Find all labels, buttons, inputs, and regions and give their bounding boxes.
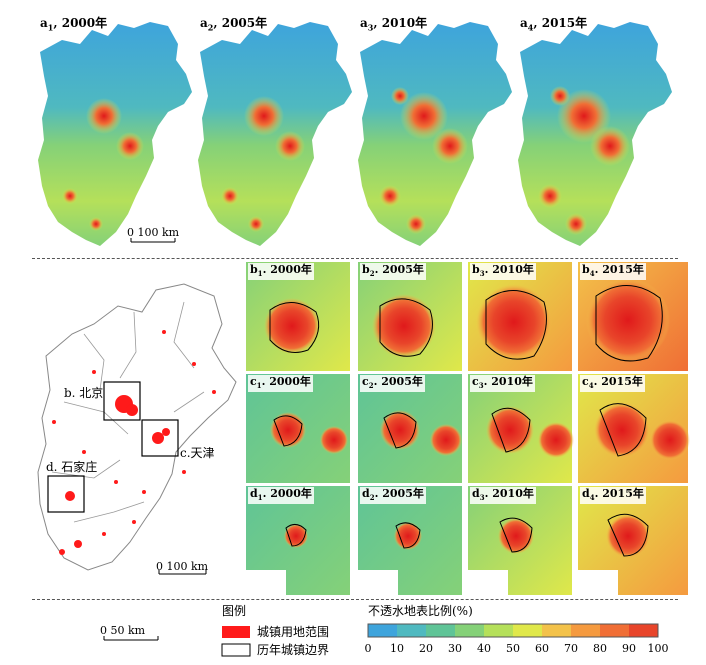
legend-scalebar-label: 0 50 km [100,624,146,637]
legend-title: 图例 [222,604,247,618]
colorbar-segment [571,624,601,637]
tile-label-c2: c2. 2005年 [360,375,425,393]
tile-c4 [578,374,690,483]
tile-label-d4: d4. 2015年 [580,487,646,505]
tile-label-c3: c3. 2010年 [470,375,535,393]
colorbar-segment [484,624,514,637]
map-a4 [518,22,672,246]
map-title-a4: a4, 2015年 [520,16,588,33]
tile-label-c4: c4. 2015年 [580,375,645,393]
tile-label-b3: b3. 2010年 [470,263,536,281]
map-title-a2: a2, 2005年 [200,16,268,33]
colorbar-segment [426,624,456,637]
legend-swatch-urban [222,626,250,638]
label-shijiazhuang: d. 石家庄 [46,460,98,474]
colorbar-segment [368,624,398,637]
extent-box-tianjin [141,419,179,457]
legend-swatch-boundary [221,643,251,657]
colorbar-tick-label: 0 [364,642,372,655]
map-a3 [358,22,512,246]
label-tianjin: c.天津 [180,446,215,460]
legend-urban-label: 城镇用地范围 [257,625,330,639]
scalebar-overview [158,570,207,575]
colorbar-tick-label: 60 [535,642,549,655]
colorbar-tick-label: 50 [506,642,520,655]
map-a2 [198,22,352,246]
colorbar-segment [600,624,630,637]
colorbar-tick-label: 40 [477,642,491,655]
colorbar-segment [629,624,659,637]
map-title-a1: a1, 2000年 [40,16,108,33]
legend-scalebar [103,636,159,641]
colorbar-segment [513,624,543,637]
colorbar-tick-label: 10 [390,642,404,655]
tile-label-b4: b4. 2015年 [580,263,646,281]
colorbar-tick-label: 30 [448,642,462,655]
tile-label-d1: d1. 2000年 [248,487,314,505]
tile-c1 [246,374,350,483]
legend-svg [103,623,659,657]
colorbar-tick-label: 20 [419,642,433,655]
colorbar-tick-label: 100 [647,642,669,655]
colorbar-tick-label: 80 [593,642,607,655]
detail-tiles-svg [246,262,690,595]
colorbar-segment [542,624,572,637]
colorbar-segment [397,624,427,637]
map-title-a3: a3, 2010年 [360,16,428,33]
tile-label-b1: b1. 2000年 [248,263,314,281]
extent-box-shijiazhuang [47,475,85,513]
colorbar-segment [455,624,485,637]
tile-label-c1: c1. 2000年 [248,375,313,393]
tile-b2 [358,262,462,371]
urban-patches [52,330,216,555]
colorbar [367,623,659,638]
divider-top [32,258,678,259]
colorbar-tick-label: 70 [564,642,578,655]
regional-maps-svg [38,22,672,246]
overview-svg [37,283,237,575]
label-beijing: b. 北京 [64,386,104,400]
scalebar-a [130,238,176,243]
extent-box-beijing [103,381,141,421]
tile-label-d2: d2. 2005年 [360,487,426,505]
scalebar-a-label: 0 100 km [127,226,180,239]
map-a1 [38,22,192,246]
divider-bottom [32,599,678,600]
colorbar-title: 不透水地表比例(%) [368,604,473,618]
tile-label-d3: d3. 2010年 [470,487,536,505]
colorbar-tick-label: 90 [622,642,636,655]
legend-boundary-label: 历年城镇边界 [257,643,330,657]
scalebar-overview-label: 0 100 km [156,560,209,573]
tile-label-b2: b2. 2005年 [360,263,426,281]
